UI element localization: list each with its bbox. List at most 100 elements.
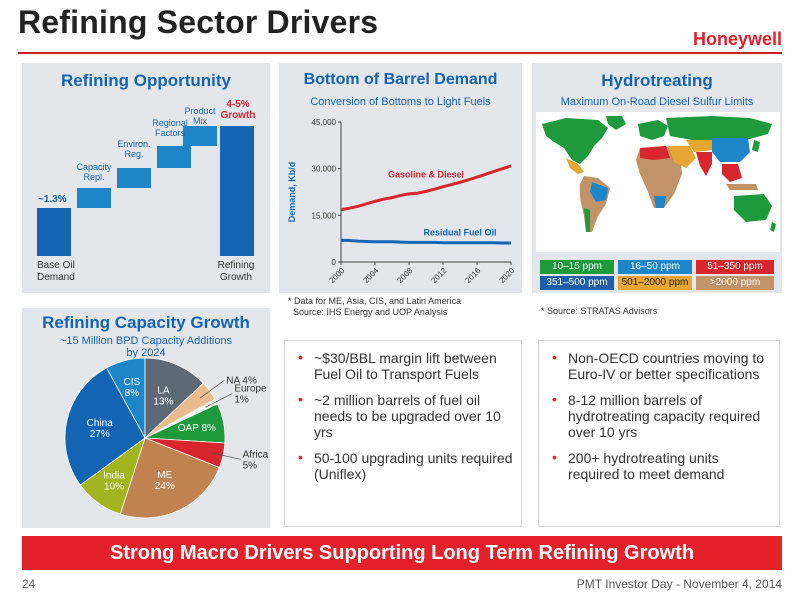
middle-bullet-box <box>284 340 522 527</box>
pie-label-africa: Africa 5% <box>243 449 269 471</box>
map-brazil-region <box>590 182 608 202</box>
base-oil-label: Base Oil Demand <box>37 260 75 283</box>
x-tick-label: 2012 <box>429 266 448 285</box>
right-bullet-item: • Non-OECD countries moving to Euro-IV or… <box>552 349 765 382</box>
legend-10-15-ppm: 10–15 ppm <box>540 260 614 274</box>
capacity-growth-pie-chart: CIS 8% LA 13% NA 4%Europe 1% OAP 8% Africa 5% ME 2… <box>64 357 269 519</box>
middle-bullet-item: • 50-100 upgrading units required (Unifle… <box>298 449 513 482</box>
x-tick-label: 2008 <box>395 266 414 285</box>
hydrotreating-subtitle: Maximum On-Road Diesel Sulfur Limits <box>560 96 754 108</box>
map-europe <box>638 120 668 140</box>
pie-label-cis: CIS 8% <box>124 377 141 399</box>
map-north-america <box>542 118 608 164</box>
capacity-growth-title: Refining Capacity Growth <box>42 313 250 332</box>
map-japan <box>752 140 760 152</box>
right-bullet-item: • 8-12 million barrels of hydrotreating c… <box>552 391 761 440</box>
legend-351-500-ppm: 351–500 ppm <box>540 276 614 290</box>
y-tick-label: 15,000 <box>312 211 337 220</box>
pie-slice-me <box>119 437 220 519</box>
pie-label-me: ME 24% <box>155 470 175 492</box>
bullet-dot-icon: • <box>298 449 303 465</box>
capacity-repl-label: Capacity Repl. <box>76 162 112 182</box>
bullet-dot-icon: • <box>298 349 303 365</box>
pie-label-oap: OAP 8% <box>178 423 216 434</box>
capacity-repl-bar <box>77 188 111 208</box>
map-greenland <box>606 116 626 130</box>
environ-reg-label: Environ. Reg. <box>117 139 151 159</box>
pie-label-india: India 10% <box>103 471 125 493</box>
header-divider <box>18 52 782 54</box>
conclusion-banner: Strong Macro Drivers Supporting Long Ter… <box>22 536 782 570</box>
page-number: 24 <box>22 577 36 591</box>
y-tick-label: 0 <box>332 258 337 267</box>
base-oil-value: ~1.3% <box>38 194 67 205</box>
environ-reg-bar <box>117 168 151 188</box>
map-new-zealand <box>770 222 776 232</box>
hydrotreating-title: Hydrotreating <box>601 71 713 90</box>
y-tick-label: 45,000 <box>312 118 337 127</box>
series-line-gasoline-diesel <box>340 164 512 212</box>
product-mix-bar <box>183 126 217 146</box>
bottom-of-barrel-panel: Bottom of Barrel Demand Conversion of Bo… <box>279 63 522 293</box>
middle-bullet-item: • ~2 million barrels of fuel oil needs to… <box>298 391 501 440</box>
map-central-asia <box>686 140 714 152</box>
map-mexico <box>566 158 584 174</box>
regional-factors-label: Regional Factors <box>152 118 188 138</box>
pie-leader-line <box>205 393 233 408</box>
middle-bullet-item: • ~$30/BBL margin lift between Fuel Oil t… <box>298 349 497 382</box>
map-se-asia <box>722 164 742 182</box>
series-line-residual-fuel-oil <box>340 238 511 245</box>
hydrotreating-source-note: * Source: STRATAS Advisors <box>541 306 658 316</box>
bullet-dot-icon: • <box>552 391 557 407</box>
map-australia <box>734 194 772 222</box>
pie-label-china: China 27% <box>87 418 114 440</box>
sulfur-legend: 10–15 ppm 16–50 ppm 51–350 ppm 351–500 p… <box>536 258 780 292</box>
footer-event: PMT Investor Day - November 4, 2014 <box>576 577 782 591</box>
bottom-of-barrel-source-note: * Data for ME, Asia, CIS, and Latin Amer… <box>288 296 462 317</box>
page-title: Refining Sector Drivers <box>18 4 379 40</box>
bullet-dot-icon: • <box>298 391 303 407</box>
legend-501-2000-ppm: 501–2000 ppm <box>618 276 692 290</box>
y-axis-label: Demand, Kb/d <box>287 162 297 223</box>
pie-label-na: NA 4% <box>226 375 257 386</box>
capacity-growth-subtitle: ~15 Million BPD Capacity Additions by 20… <box>59 335 233 359</box>
y-tick-label: 30,000 <box>312 165 337 174</box>
map-africa <box>636 146 682 208</box>
map-south-africa <box>654 196 666 208</box>
right-bullet-box <box>538 340 780 527</box>
x-tick-label: 2016 <box>463 266 482 285</box>
pie-label-la: LA 13% <box>153 385 173 407</box>
map-russia <box>666 116 772 142</box>
legend-51-350-ppm: 51–350 ppm <box>696 260 774 274</box>
series-label: Residual Fuel Oil <box>423 228 496 238</box>
right-bullet-list: • Non-OECD countries moving to Euro-IV or… <box>548 349 770 492</box>
base-oil-bar <box>37 208 71 256</box>
pie-slice-la <box>144 357 204 439</box>
map-middle-east <box>668 146 696 168</box>
world-sulfur-map <box>536 112 780 252</box>
company-logo: Honeywell <box>692 29 782 49</box>
map-china <box>712 138 750 162</box>
pie-leader-line <box>211 452 241 460</box>
map-india <box>696 152 712 176</box>
map-indonesia <box>726 184 758 190</box>
refining-opportunity-title: Refining Opportunity <box>61 71 231 90</box>
refining-growth-bar <box>220 126 254 256</box>
pie-leader-line <box>199 380 225 399</box>
bottom-of-barrel-subtitle: Conversion of Bottoms to Light Fuels <box>310 96 491 108</box>
regional-factors-bar <box>157 146 191 168</box>
legend-over-2000-ppm: >2000 ppm <box>696 276 774 290</box>
series-label: Gasoline & Diesel <box>388 169 464 179</box>
product-mix-label: Product Mix <box>184 106 216 126</box>
x-tick-label: 2000 <box>327 266 346 285</box>
middle-bullet-list: • ~$30/BBL margin lift between Fuel Oil t… <box>294 349 514 492</box>
legend-16-50-ppm: 16–50 ppm <box>618 260 692 274</box>
refining-opportunity-panel: Refining Opportunity ~1.3% Capacity Repl… <box>22 63 270 293</box>
bottom-of-barrel-line-chart: 0 15,000 30,000 45,000 2000 2004 2008 2012 2016 2… <box>287 118 517 285</box>
right-bullet-item: • 200+ hydrotreating units required to me… <box>552 449 725 482</box>
map-chile-region <box>584 208 590 232</box>
bullet-dot-icon: • <box>552 349 557 365</box>
map-north-africa <box>640 146 670 160</box>
pie-label-europe: Europe 1% <box>234 384 267 406</box>
pie-slice-china <box>64 367 146 486</box>
